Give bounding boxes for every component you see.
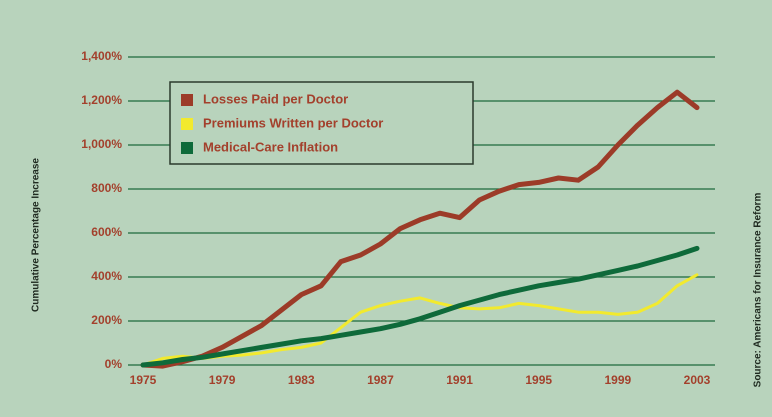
x-tick-label: 1991 [446, 373, 473, 387]
legend-box [169, 81, 474, 165]
legend-label: Premiums Written per Doctor [203, 115, 383, 130]
x-tick-label: 2003 [684, 373, 711, 387]
y-tick-label: 400% [91, 269, 122, 283]
y-tick-label: 1,200% [81, 93, 122, 107]
legend-label: Medical-Care Inflation [203, 139, 338, 154]
x-tick-label: 1987 [367, 373, 394, 387]
legend-label: Losses Paid per Doctor [203, 91, 348, 106]
x-tick-label: 1999 [605, 373, 632, 387]
legend-swatch [181, 118, 193, 130]
y-tick-label: 600% [91, 225, 122, 239]
y-tick-label: 1,400% [81, 49, 122, 63]
x-tick-label: 1983 [288, 373, 315, 387]
legend-swatch [181, 94, 193, 106]
y-axis-label: Cumulative Percentage Increase [31, 158, 42, 312]
y-tick-label: 1,000% [81, 137, 122, 151]
x-tick-label: 1995 [525, 373, 552, 387]
y-tick-label: 800% [91, 181, 122, 195]
series-line [140, 89, 700, 369]
series-line [141, 273, 699, 367]
legend: Losses Paid per Doctor Premiums Written p… [169, 81, 474, 165]
x-tick-label: 1979 [209, 373, 236, 387]
source: Source: Americans for Insurance Reform [753, 193, 764, 388]
y-tick-label: 0% [105, 357, 123, 371]
x-tick-label: 1975 [130, 373, 157, 387]
y-tick-label: 200% [91, 313, 122, 327]
series-line [140, 245, 700, 368]
legend-swatch [181, 142, 193, 154]
